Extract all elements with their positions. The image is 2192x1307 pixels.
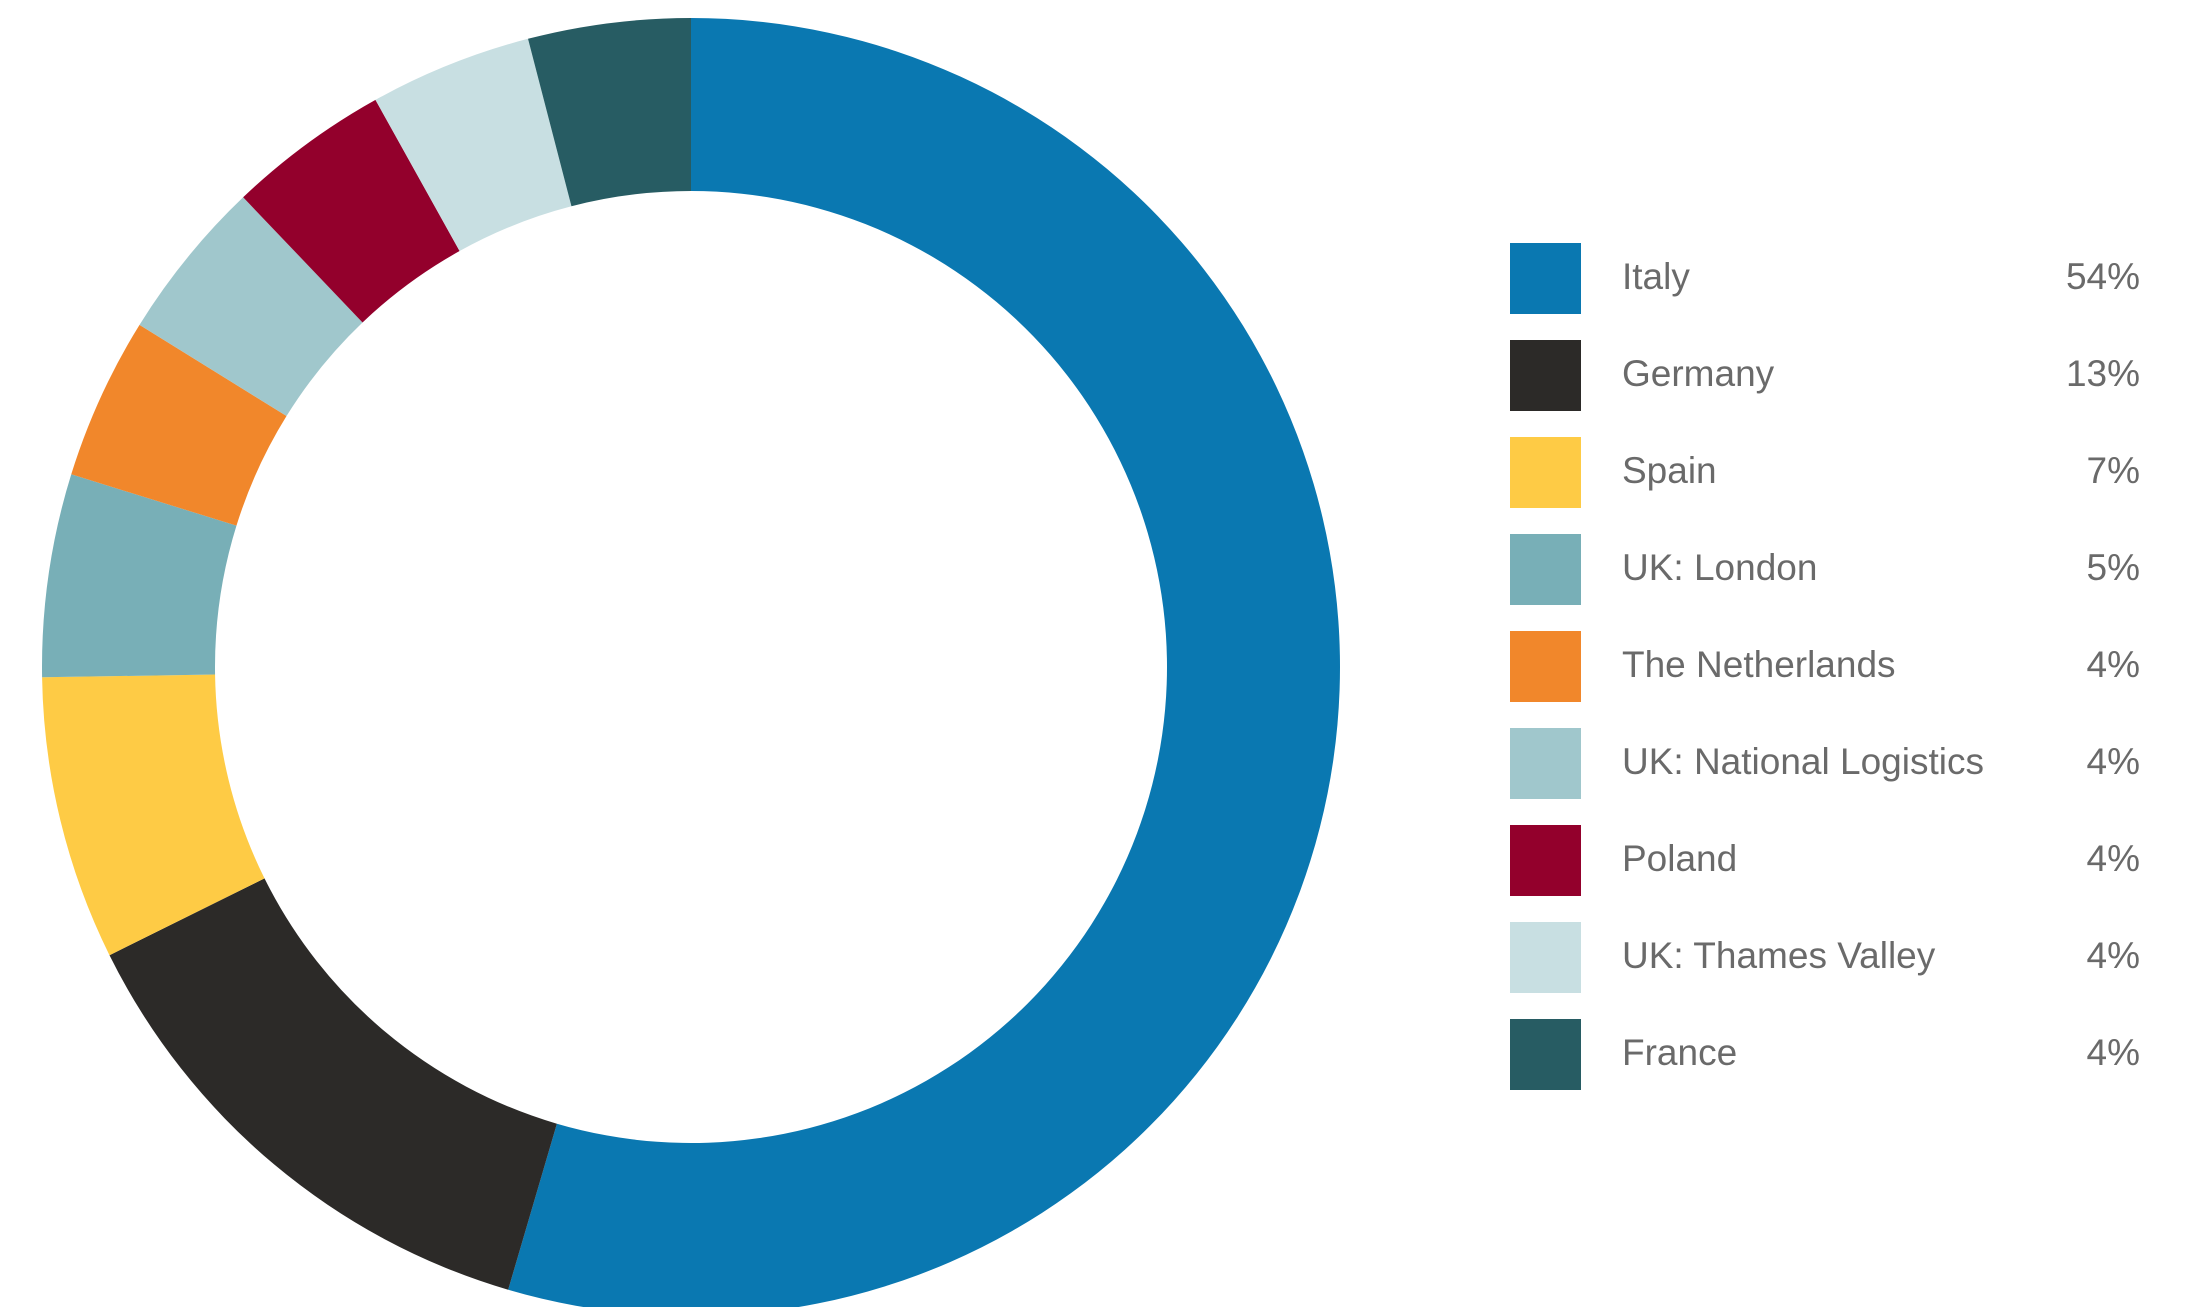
slice-poland	[243, 99, 460, 323]
slice-italy	[508, 18, 1340, 1307]
legend-label: Italy	[1622, 256, 1690, 297]
legend-label: UK: Thames Valley	[1622, 935, 1936, 976]
legend-item-the-netherlands: The Netherlands 4%	[1510, 628, 2140, 725]
legend-value: 4%	[2086, 935, 2140, 976]
slice-the-netherlands	[71, 324, 287, 526]
legend-swatch	[1510, 243, 1581, 314]
legend-label: Spain	[1622, 450, 1717, 491]
legend-swatch	[1510, 437, 1581, 508]
legend-item-germany: Germany 13%	[1510, 337, 2140, 434]
legend-item-france: France 4%	[1510, 1016, 2140, 1113]
legend-value: 7%	[2086, 450, 2140, 491]
legend-value: 5%	[2086, 547, 2140, 588]
legend-value: 4%	[2086, 644, 2140, 685]
legend-value: 13%	[2065, 353, 2140, 394]
legend-swatch	[1510, 728, 1581, 799]
legend-item-italy: Italy 54%	[1510, 240, 2140, 337]
legend-value: 4%	[2086, 838, 2140, 879]
legend-swatch	[1510, 825, 1581, 896]
legend-label: The Netherlands	[1622, 644, 1896, 685]
legend-item-uk-national-logistics: UK: National Logistics 4%	[1510, 725, 2140, 822]
legend-label: Germany	[1622, 353, 1775, 394]
slice-france	[528, 18, 691, 207]
legend-label: UK: National Logistics	[1622, 741, 1984, 782]
legend-label: UK: London	[1622, 547, 1818, 588]
slice-germany	[109, 878, 557, 1290]
slice-uk-thames-valley	[375, 38, 572, 252]
legend-label: Poland	[1622, 838, 1738, 879]
legend-label: France	[1622, 1032, 1738, 1073]
donut-chart	[41, 18, 1340, 1307]
legend-value: 54%	[2065, 256, 2140, 297]
legend-item-uk-thames-valley: UK: Thames Valley 4%	[1510, 919, 2140, 1016]
legend-value: 4%	[2086, 1032, 2140, 1073]
slice-spain	[42, 674, 265, 956]
legend-item-poland: Poland 4%	[1510, 822, 2140, 919]
slice-uk-national-logistics	[139, 197, 363, 417]
legend-item-spain: Spain 7%	[1510, 434, 2140, 531]
legend-swatch	[1510, 340, 1581, 411]
slice-uk-london	[41, 474, 237, 678]
legend-swatch	[1510, 1019, 1581, 1090]
legend: Italy 54% Germany 13% Spain 7% UK: London 5% The…	[1510, 240, 2140, 1113]
legend-swatch	[1510, 534, 1581, 605]
legend-swatch	[1510, 922, 1581, 993]
legend-value: 4%	[2086, 741, 2140, 782]
legend-item-uk-london: UK: London 5%	[1510, 531, 2140, 628]
legend-swatch	[1510, 631, 1581, 702]
